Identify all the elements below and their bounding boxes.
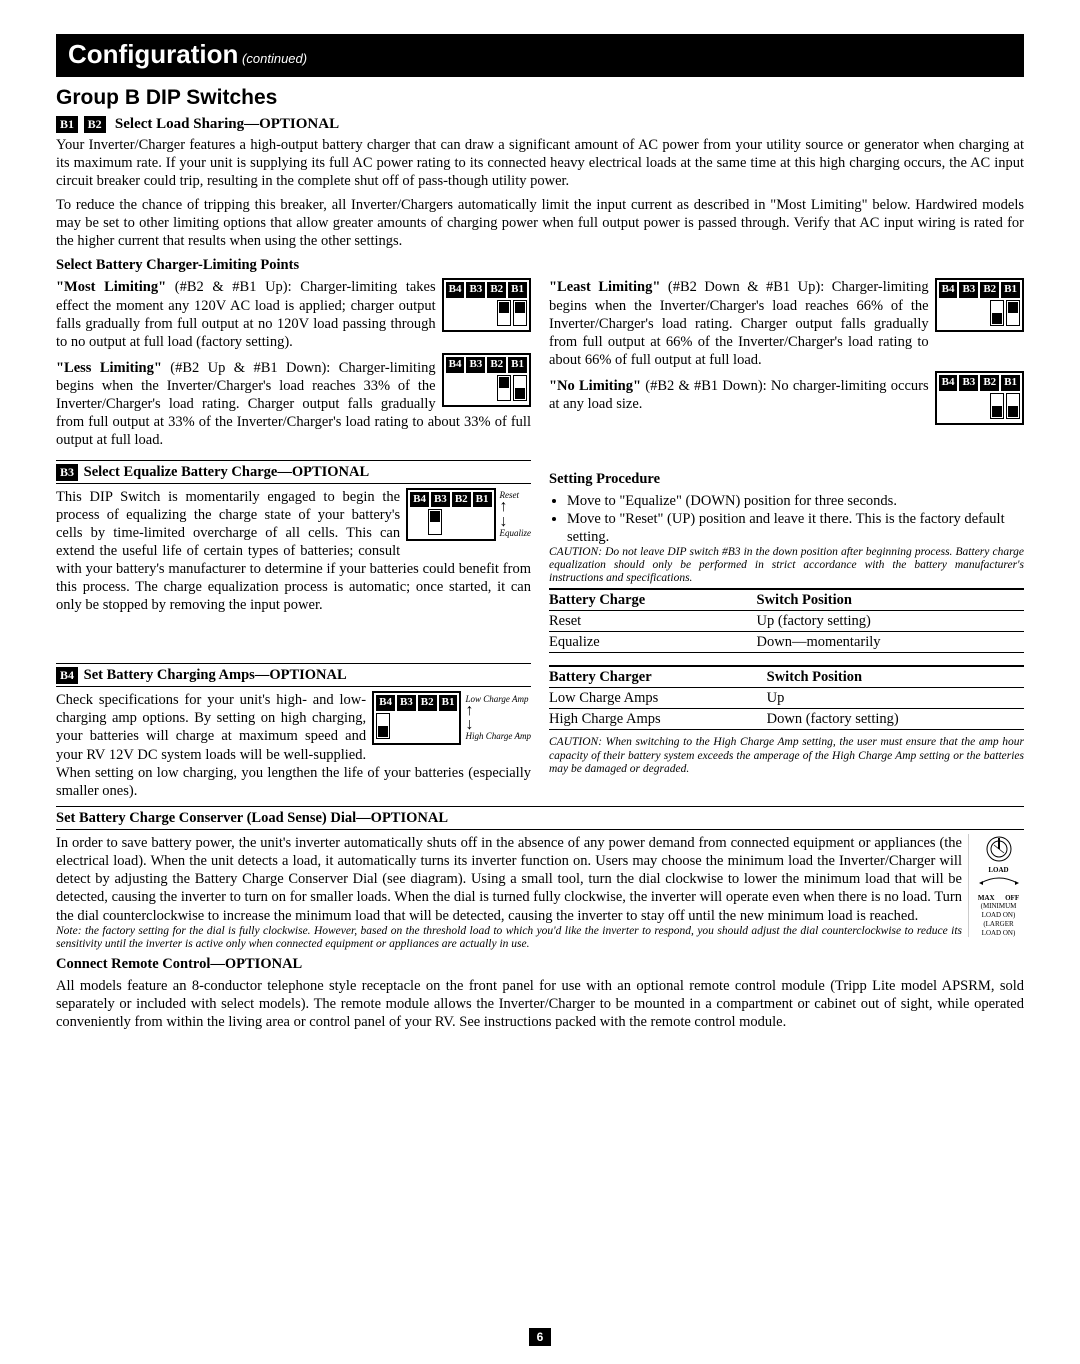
dip-b4: B4 B3 B2 B1 [372, 691, 461, 745]
b4-header: B4 Set Battery Charging Amps—OPTIONAL [56, 663, 531, 687]
b4-caution: CAUTION: When switching to the High Char… [549, 736, 1024, 776]
limiting-left: B4 B3 B2 B1 "Most Limiting" (#B2 & #B1 U… [56, 278, 531, 449]
limiting-columns: B4 B3 B2 B1 "Most Limiting" (#B2 & #B1 U… [56, 278, 1024, 449]
title-continued: (continued) [242, 51, 307, 66]
sw-b1-up3 [1006, 300, 1020, 326]
b3-header: B3 Select Equalize Battery Charge—OPTION… [56, 460, 531, 484]
chip-b4: B4 [56, 667, 78, 684]
dip-b3: B4 B3 B2 B1 [406, 488, 495, 542]
b4-table: Battery ChargerSwitch Position Low Charg… [549, 665, 1024, 730]
b1b2-para2: To reduce the chance of tripping this br… [56, 196, 1024, 250]
load-dial: LOAD MAX OFF (MINIMUM LOAD ON) (LARGER L… [968, 834, 1024, 937]
group-heading: Group B DIP Switches [56, 85, 1024, 111]
bullet-1: Move to "Equalize" (DOWN) position for t… [567, 492, 1024, 510]
dip-most: B4 B3 B2 B1 [442, 278, 531, 332]
setting-procedure-title: Setting Procedure [549, 470, 1024, 488]
sw-b1-down2 [1006, 393, 1020, 419]
b4-row: B4 Set Battery Charging Amps—OPTIONAL B4… [56, 653, 1024, 800]
remote-para: All models feature an 8-conductor teleph… [56, 977, 1024, 1031]
setting-bullets: Move to "Equalize" (DOWN) position for t… [567, 492, 1024, 546]
sw-b4 [376, 713, 390, 739]
chip-b3: B3 [56, 464, 78, 481]
dip-none: B4 B3 B2 B1 [935, 371, 1024, 425]
sw-b2-up2 [497, 375, 511, 401]
chip-b1: B1 [56, 116, 78, 133]
dip-b4-wrap: B4 B3 B2 B1 Low Charge Amp ↑↓ High Charg… [372, 691, 531, 745]
b4-arrow-labels: Low Charge Amp ↑↓ High Charge Amp [465, 695, 531, 742]
dial-icon [984, 834, 1014, 864]
b1b2-para1: Your Inverter/Charger features a high-ou… [56, 136, 1024, 190]
b3-row: B3 Select Equalize Battery Charge—OPTION… [56, 450, 1024, 654]
b3-title: Select Equalize Battery Charge—OPTIONAL [84, 464, 370, 480]
points-title: Select Battery Charger-Limiting Points [56, 256, 1024, 274]
b3-table: Battery ChargeSwitch Position ResetUp (f… [549, 588, 1024, 653]
b4-title: Set Battery Charging Amps—OPTIONAL [84, 667, 347, 683]
sw-b3 [428, 509, 442, 535]
remote-title: Connect Remote Control—OPTIONAL [56, 955, 1024, 973]
title-bar: Configuration (continued) [56, 34, 1024, 77]
limiting-right: B4 B3 B2 B1 "Least Limiting" (#B2 Down &… [549, 278, 1024, 449]
conserver-para: In order to save battery power, the unit… [56, 834, 1024, 925]
b1b2-title: Select Load Sharing—OPTIONAL [115, 116, 339, 132]
dip-less: B4 B3 B2 B1 [442, 353, 531, 407]
sw-b2-down [990, 300, 1004, 326]
title-main: Configuration [68, 39, 238, 69]
page-number: 6 [529, 1328, 551, 1346]
b3-arrow-labels: Reset ↑↓ Equalize [500, 491, 532, 538]
sw-b1-down [513, 375, 527, 401]
dip-b3-wrap: B4 B3 B2 B1 Reset ↑↓ Equalize [406, 488, 531, 542]
conserver-title: Set Battery Charge Conserver (Load Sense… [56, 806, 1024, 830]
b3-caution: CAUTION: Do not leave DIP switch #B3 in … [549, 546, 1024, 586]
dial-arc-icon [977, 875, 1021, 885]
sw-b2-down2 [990, 393, 1004, 419]
bullet-2: Move to "Reset" (UP) position and leave … [567, 510, 1024, 546]
chip-b2: B2 [84, 116, 106, 133]
sw-b1-up [513, 300, 527, 326]
dip-least: B4 B3 B2 B1 [935, 278, 1024, 332]
conserver-note: Note: the factory setting for the dial i… [56, 925, 1024, 951]
sw-b2-up [497, 300, 511, 326]
b1b2-header: B1 B2 Select Load Sharing—OPTIONAL [56, 115, 1024, 134]
